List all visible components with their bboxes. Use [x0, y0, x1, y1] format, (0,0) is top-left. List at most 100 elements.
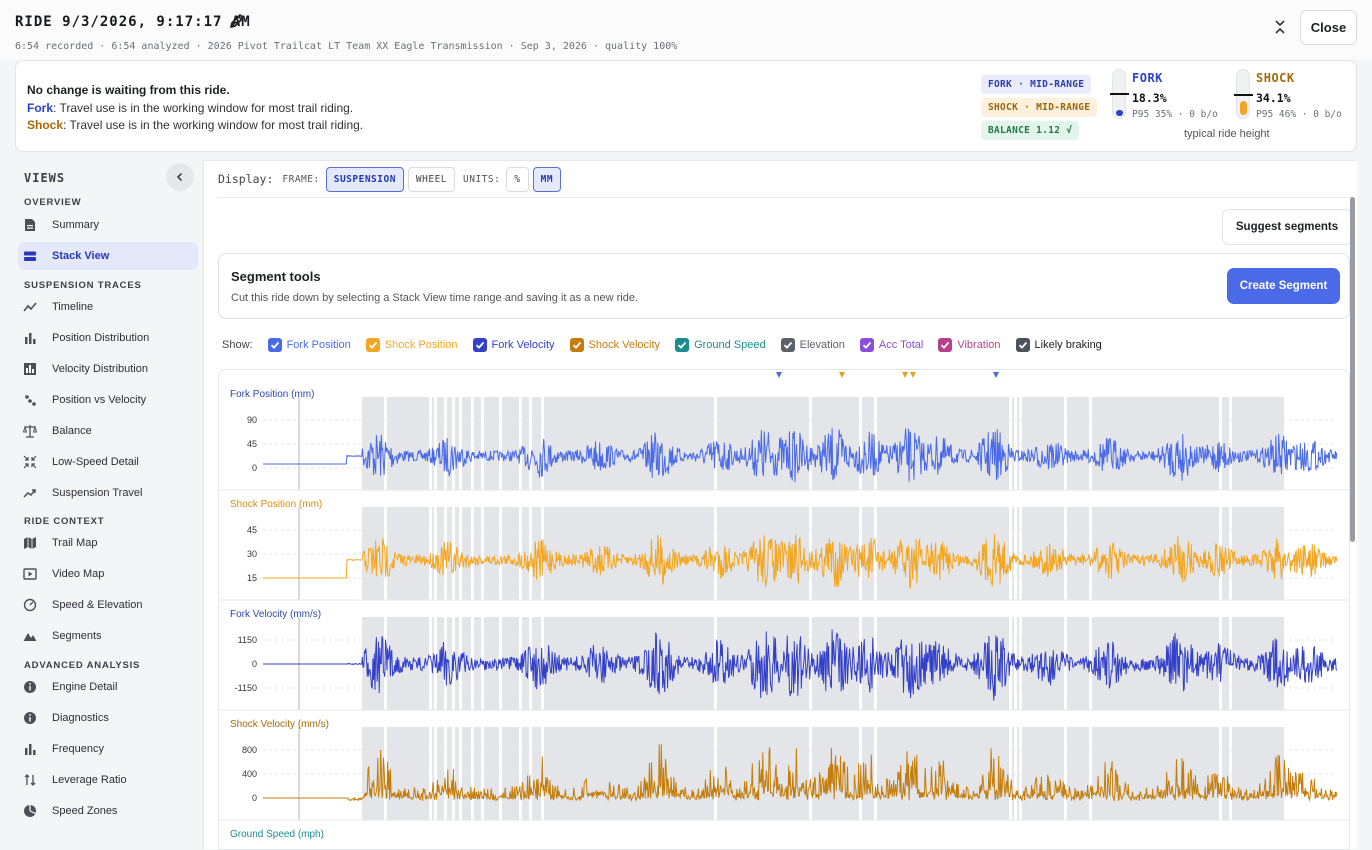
close-button[interactable]: Close: [1300, 10, 1357, 45]
shock-gauge-name: SHOCK: [1256, 71, 1295, 85]
fork-sag-gauge: [1110, 69, 1129, 119]
checkbox-check-icon[interactable]: [267, 338, 282, 352]
checkbox-check-icon[interactable]: [569, 338, 584, 352]
shock-status-line: Shock: Travel use is in the working wind…: [27, 118, 363, 132]
toggle-label: Fork Position: [286, 339, 351, 351]
toggle-fork-velocity[interactable]: Fork Velocity: [472, 338, 555, 352]
panel-title: Fork Velocity (mm/s): [230, 609, 321, 620]
event-marker-icon: [910, 372, 916, 378]
frame-wheel-button[interactable]: WHEEL: [407, 166, 456, 192]
section-overview: OVERVIEW: [24, 197, 82, 208]
sidebar-item-position-distribution[interactable]: Position Distribution: [18, 324, 198, 352]
y-tick-label: 15: [247, 573, 257, 583]
sidebar-item-label: Segments: [52, 630, 102, 642]
shade-gap: [519, 727, 522, 820]
scrollbar-thumb[interactable]: [1350, 197, 1355, 542]
sidebar-item-segments[interactable]: Segments: [18, 622, 198, 650]
collapse-sidebar-button[interactable]: [166, 163, 194, 191]
checkbox-check-icon[interactable]: [675, 338, 690, 352]
shade-gap: [1089, 727, 1092, 820]
toggle-shock-velocity[interactable]: Shock Velocity: [569, 338, 660, 352]
scatter-icon: [22, 392, 38, 408]
section-advanced-analysis: ADVANCED ANALYSIS: [24, 660, 141, 671]
sidebar-item-suspension-travel[interactable]: Suspension Travel: [18, 479, 198, 507]
sidebar-item-speed-elevation[interactable]: Speed & Elevation: [18, 591, 198, 619]
y-tick-label: 45: [247, 439, 257, 449]
ride-title: RIDE 9/3/2026, 9:17:17 AM: [15, 14, 251, 30]
sidebar-item-label: Summary: [52, 219, 100, 231]
fork-gauge-sub: P95 35% · 0 b/o: [1132, 109, 1218, 120]
shock-sag-marker: [1234, 93, 1253, 96]
y-tick-label: 800: [242, 745, 257, 755]
y-tick-label: 45: [247, 525, 257, 535]
info-icon: [22, 679, 38, 695]
shade-gap: [452, 397, 455, 490]
shade-gap: [1009, 507, 1012, 600]
sidebar-item-diagnostics[interactable]: Diagnostics: [18, 704, 198, 732]
checkbox-check-icon[interactable]: [859, 338, 874, 352]
sidebar-item-video-map[interactable]: Video Map: [18, 560, 198, 588]
toggle-acc-total[interactable]: Acc Total: [859, 338, 923, 352]
checkbox-check-icon[interactable]: [472, 338, 487, 352]
series-line: [263, 629, 1338, 701]
toggle-vibration[interactable]: Vibration: [938, 338, 1001, 352]
stacked-plots[interactable]: Fork Position (mm) 90 45 0 Shock Position (m…: [218, 369, 1350, 850]
collapse-icon[interactable]: [1270, 16, 1290, 38]
shade-gap: [471, 727, 474, 820]
sidebar-item-low-speed-detail[interactable]: Low-Speed Detail: [18, 448, 198, 476]
sidebar-item-speed-zones[interactable]: Speed Zones: [18, 797, 198, 825]
segment-tools-card: Segment tools Cut this ride down by sele…: [218, 253, 1350, 319]
sidebar-item-trail-map[interactable]: Trail Map: [18, 529, 198, 557]
stack-plot-canvas[interactable]: Fork Position (mm) 90 45 0 Shock Position (m…: [219, 370, 1350, 850]
checkbox-check-icon[interactable]: [938, 338, 953, 352]
fork-gauge-name: FORK: [1132, 71, 1163, 85]
y-tick-label: 0: [252, 463, 257, 473]
sidebar-item-label: Leverage Ratio: [52, 774, 127, 786]
shade-gap: [471, 397, 474, 490]
sidebar-item-stack-view[interactable]: Stack View: [18, 242, 198, 270]
sidebar-item-timeline[interactable]: Timeline: [18, 293, 198, 321]
y-tick-label: 0: [252, 793, 257, 803]
sidebar-item-engine-detail[interactable]: Engine Detail: [18, 673, 198, 701]
y-tick-label: -1150: [235, 683, 257, 693]
toggle-ground-speed[interactable]: Ground Speed: [675, 338, 766, 352]
sidebar-item-leverage-ratio[interactable]: Leverage Ratio: [18, 766, 198, 794]
status-card: No change is waiting from this ride. For…: [15, 60, 1357, 152]
checkbox-check-icon[interactable]: [365, 338, 380, 352]
shade-gap: [459, 727, 462, 820]
shade-gap: [519, 397, 522, 490]
toggle-elevation[interactable]: Elevation: [780, 338, 845, 352]
shade-gap: [429, 397, 432, 490]
shade-gap: [434, 727, 437, 820]
event-marker-icon: [776, 372, 782, 378]
sidebar-item-label: Trail Map: [52, 537, 98, 549]
toggle-likely-braking[interactable]: Likely braking: [1015, 338, 1102, 352]
units-label: UNITS:: [463, 173, 501, 185]
suggest-segments-button[interactable]: Suggest segments: [1222, 209, 1352, 245]
sidebar-item-label: Stack View: [52, 250, 110, 262]
shrink-icon: [22, 454, 38, 470]
fork-gauge-value: 18.3%: [1132, 91, 1167, 105]
y-tick-label: 90: [247, 415, 257, 425]
sidebar-item-balance[interactable]: Balance: [18, 417, 198, 445]
sidebar-item-frequency[interactable]: Frequency: [18, 735, 198, 763]
toggle-fork-position[interactable]: Fork Position: [267, 338, 351, 352]
sidebar-item-velocity-distribution[interactable]: Velocity Distribution: [18, 355, 198, 383]
shade-gap: [481, 507, 484, 600]
sidebar-item-position-vs-velocity[interactable]: Position vs Velocity: [18, 386, 198, 414]
sidebar-item-summary[interactable]: Summary: [18, 211, 198, 239]
sidebar-item-label: Balance: [52, 425, 92, 437]
create-segment-button[interactable]: Create Segment: [1227, 268, 1340, 304]
shade-gap: [1304, 727, 1307, 820]
units-mm-button[interactable]: MM: [532, 166, 562, 192]
edit-pencil-icon[interactable]: [228, 12, 246, 30]
toggle-shock-position[interactable]: Shock Position: [365, 338, 458, 352]
checkbox-check-icon[interactable]: [1015, 338, 1030, 352]
sidebar-item-label: Position Distribution: [52, 332, 150, 344]
series-line: [263, 744, 1338, 803]
shade-gap: [529, 397, 532, 490]
checkbox-check-icon[interactable]: [780, 338, 795, 352]
units-percent-button[interactable]: %: [506, 166, 529, 192]
frame-suspension-button[interactable]: SUSPENSION: [325, 166, 404, 192]
sidebar-item-label: Frequency: [52, 743, 104, 755]
